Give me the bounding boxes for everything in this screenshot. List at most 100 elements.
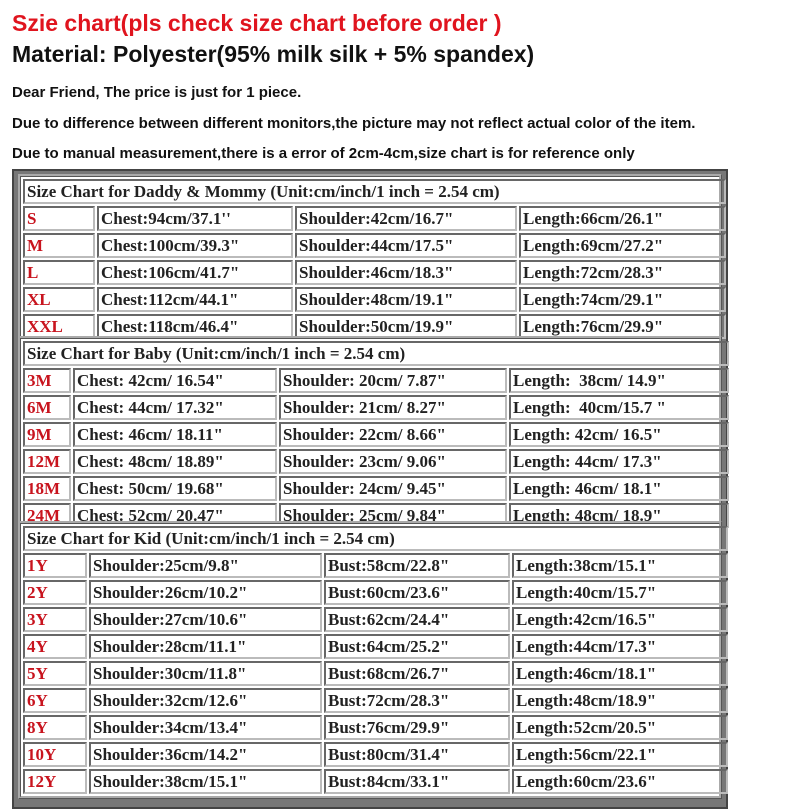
size-label: 2Y	[23, 580, 87, 605]
measurement-cell: Bust:60cm/23.6"	[324, 580, 510, 605]
measurement-cell: Bust:64cm/25.2"	[324, 634, 510, 659]
measurement-cell: Length: 38cm/ 14.9"	[509, 368, 730, 393]
table-row: 6M Chest: 44cm/ 17.32" Shoulder: 21cm/ 8.2…	[23, 395, 730, 420]
table-row: 18M Chest: 50cm/ 19.68" Shoulder: 24cm/ 9.…	[23, 476, 730, 501]
table-row: S Chest:94cm/37.1'' Shoulder:42cm/16.7" Len…	[23, 206, 727, 231]
table-row: 3Y Shoulder:27cm/10.6" Bust:62cm/24.4" Leng…	[23, 607, 729, 632]
table-row: 4Y Shoulder:28cm/11.1" Bust:64cm/25.2" Leng…	[23, 634, 729, 659]
size-label: 10Y	[23, 742, 87, 767]
measurement-cell: Length:52cm/20.5"	[512, 715, 729, 740]
size-label: S	[23, 206, 95, 231]
page-title: Szie chart(pls check size chart before o…	[12, 10, 502, 36]
measurement-cell: Shoulder:36cm/14.2"	[89, 742, 322, 767]
measurement-cell: Shoulder:44cm/17.5"	[295, 233, 517, 258]
measurement-cell: Bust:72cm/28.3"	[324, 688, 510, 713]
measurement-cell: Length:69cm/27.2"	[519, 233, 727, 258]
measurement-cell: Length: 46cm/ 18.1"	[509, 476, 730, 501]
size-label: 18M	[23, 476, 71, 501]
measurement-cell: Chest: 50cm/ 19.68"	[73, 476, 277, 501]
table-row: 24M Chest: 52cm/ 20.47" Shoulder: 25cm/ 9.…	[23, 503, 730, 528]
size-table: Size Chart for Kid (Unit:cm/inch/1 inch …	[21, 524, 730, 796]
measurement-cell: Bust:80cm/31.4"	[324, 742, 510, 767]
measurement-cell: Shoulder: 22cm/ 8.66"	[279, 422, 507, 447]
note-monitor: Due to difference between different moni…	[12, 115, 696, 132]
measurement-cell: Chest: 48cm/ 18.89"	[73, 449, 277, 474]
measurement-cell: Length: 40cm/15.7 "	[509, 395, 730, 420]
measurement-cell: Length: 44cm/ 17.3"	[509, 449, 730, 474]
size-label: 4Y	[23, 634, 87, 659]
measurement-cell: Length:40cm/15.7"	[512, 580, 729, 605]
measurement-cell: Shoulder:42cm/16.7"	[295, 206, 517, 231]
table-row: 8Y Shoulder:34cm/13.4" Bust:76cm/29.9" Leng…	[23, 715, 729, 740]
measurement-cell: Length:66cm/26.1"	[519, 206, 727, 231]
measurement-cell: Shoulder:34cm/13.4"	[89, 715, 322, 740]
measurement-cell: Length:44cm/17.3"	[512, 634, 729, 659]
note-price: Dear Friend, The price is just for 1 pie…	[12, 84, 302, 101]
measurement-cell: Chest: 44cm/ 17.32"	[73, 395, 277, 420]
table-heading: Size Chart for Daddy & Mommy (Unit:cm/in…	[23, 179, 727, 204]
size-chart-container: Size Chart for Daddy & Mommy (Unit:cm/in…	[12, 169, 730, 809]
measurement-cell: Shoulder: 25cm/ 9.84"	[279, 503, 507, 528]
measurement-cell: Shoulder:46cm/18.3"	[295, 260, 517, 285]
size-label: 6M	[23, 395, 71, 420]
measurement-cell: Shoulder:28cm/11.1"	[89, 634, 322, 659]
table-row: 1Y Shoulder:25cm/9.8" Bust:58cm/22.8" Lengt…	[23, 553, 729, 578]
note-measurement: Due to manual measurement,there is a err…	[12, 145, 635, 162]
table-row: 12M Chest: 48cm/ 18.89" Shoulder: 23cm/ 9.…	[23, 449, 730, 474]
measurement-cell: Length: 42cm/ 16.5"	[509, 422, 730, 447]
material-line: Material: Polyester(95% milk silk + 5% s…	[12, 41, 535, 67]
measurement-cell: Shoulder:27cm/10.6"	[89, 607, 322, 632]
size-label: 5Y	[23, 661, 87, 686]
table-row: 3M Chest: 42cm/ 16.54" Shoulder: 20cm/ 7.8…	[23, 368, 730, 393]
measurement-cell: Bust:62cm/24.4"	[324, 607, 510, 632]
table-row: 12Y Shoulder:38cm/15.1" Bust:84cm/33.1" Len…	[23, 769, 729, 794]
measurement-cell: Length:74cm/29.1"	[519, 287, 727, 312]
measurement-cell: Chest: 46cm/ 18.11"	[73, 422, 277, 447]
size-label: 8Y	[23, 715, 87, 740]
measurement-cell: Length:56cm/22.1"	[512, 742, 729, 767]
size-label: 3Y	[23, 607, 87, 632]
table-row: 5Y Shoulder:30cm/11.8" Bust:68cm/26.7" Leng…	[23, 661, 729, 686]
measurement-cell: Shoulder: 23cm/ 9.06"	[279, 449, 507, 474]
measurement-cell: Chest:106cm/41.7"	[97, 260, 293, 285]
table-row: 9M Chest: 46cm/ 18.11" Shoulder: 22cm/ 8.6…	[23, 422, 730, 447]
size-table: Size Chart for Daddy & Mommy (Unit:cm/in…	[21, 177, 728, 341]
table-heading-row: Size Chart for Baby (Unit:cm/inch/1 inch…	[23, 341, 730, 366]
size-label: 12M	[23, 449, 71, 474]
table-row: M Chest:100cm/39.3" Shoulder:44cm/17.5" Len…	[23, 233, 727, 258]
table-row: 6Y Shoulder:32cm/12.6" Bust:72cm/28.3" Leng…	[23, 688, 729, 713]
size-label: 3M	[23, 368, 71, 393]
table-heading-row: Size Chart for Kid (Unit:cm/inch/1 inch …	[23, 526, 729, 551]
baby-size-table: Size Chart for Baby (Unit:cm/inch/1 inch…	[18, 336, 730, 533]
measurement-cell: Shoulder:38cm/15.1"	[89, 769, 322, 794]
size-label: 6Y	[23, 688, 87, 713]
measurement-cell: Shoulder:26cm/10.2"	[89, 580, 322, 605]
measurement-cell: Shoulder: 24cm/ 9.45"	[279, 476, 507, 501]
measurement-cell: Length:38cm/15.1"	[512, 553, 729, 578]
size-label: 1Y	[23, 553, 87, 578]
table-row: L Chest:106cm/41.7" Shoulder:46cm/18.3" Len…	[23, 260, 727, 285]
measurement-cell: Bust:76cm/29.9"	[324, 715, 510, 740]
measurement-cell: Shoulder: 20cm/ 7.87"	[279, 368, 507, 393]
measurement-cell: Length:72cm/28.3"	[519, 260, 727, 285]
table-row: 10Y Shoulder:36cm/14.2" Bust:80cm/31.4" Len…	[23, 742, 729, 767]
adult-size-table: Size Chart for Daddy & Mommy (Unit:cm/in…	[18, 174, 727, 344]
table-row: XL Chest:112cm/44.1" Shoulder:48cm/19.1" Le…	[23, 287, 727, 312]
measurement-cell: Chest:112cm/44.1"	[97, 287, 293, 312]
table-heading-row: Size Chart for Daddy & Mommy (Unit:cm/in…	[23, 179, 727, 204]
measurement-cell: Bust:68cm/26.7"	[324, 661, 510, 686]
size-label: M	[23, 233, 95, 258]
measurement-cell: Chest:94cm/37.1''	[97, 206, 293, 231]
measurement-cell: Shoulder: 21cm/ 8.27"	[279, 395, 507, 420]
kid-size-table: Size Chart for Kid (Unit:cm/inch/1 inch …	[18, 521, 729, 799]
measurement-cell: Length:46cm/18.1"	[512, 661, 729, 686]
measurement-cell: Chest:100cm/39.3"	[97, 233, 293, 258]
measurement-cell: Length:42cm/16.5"	[512, 607, 729, 632]
measurement-cell: Bust:58cm/22.8"	[324, 553, 510, 578]
size-label: XL	[23, 287, 95, 312]
measurement-cell: Chest: 42cm/ 16.54"	[73, 368, 277, 393]
table-heading: Size Chart for Kid (Unit:cm/inch/1 inch …	[23, 526, 729, 551]
measurement-cell: Shoulder:30cm/11.8"	[89, 661, 322, 686]
table-row: 2Y Shoulder:26cm/10.2" Bust:60cm/23.6" Leng…	[23, 580, 729, 605]
measurement-cell: Shoulder:32cm/12.6"	[89, 688, 322, 713]
